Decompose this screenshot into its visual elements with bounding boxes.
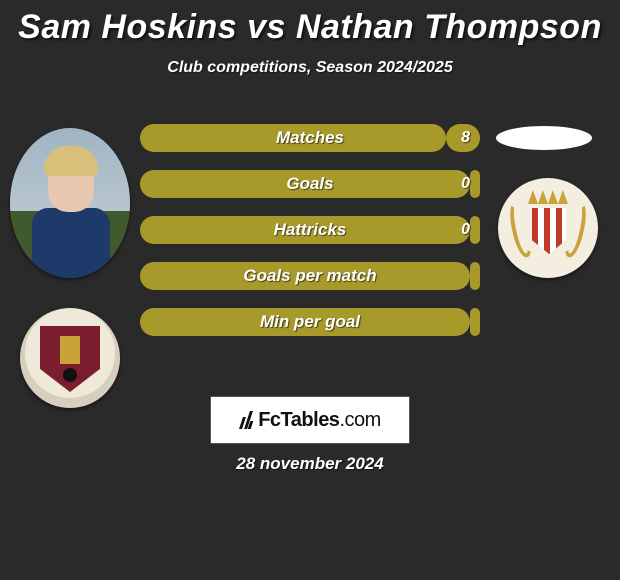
photo-hair bbox=[44, 146, 98, 176]
page-title: Sam Hoskins vs Nathan Thompson bbox=[0, 8, 620, 47]
crest-ball-icon bbox=[63, 368, 77, 382]
photo-shirt bbox=[32, 208, 110, 278]
stat-value-right: 0 bbox=[461, 170, 470, 198]
player2-photo-placeholder bbox=[496, 126, 592, 150]
player1-club-crest bbox=[20, 308, 120, 408]
brand-name: FcTables bbox=[258, 409, 339, 431]
crest-stripes bbox=[532, 208, 566, 254]
crest-tower-icon bbox=[60, 336, 80, 364]
subtitle: Club competitions, Season 2024/2025 bbox=[0, 59, 620, 77]
footer-date: 28 november 2024 bbox=[0, 454, 620, 474]
stat-row: Min per goal bbox=[140, 308, 480, 336]
stat-value-right: 0 bbox=[461, 216, 470, 244]
stat-label: Goals bbox=[140, 170, 480, 198]
stat-value-right: 8 bbox=[461, 124, 470, 152]
comparison-card: Sam Hoskins vs Nathan Thompson Club comp… bbox=[0, 0, 620, 580]
crest-crown-icon bbox=[528, 190, 568, 204]
brand-badge[interactable]: FcTables.com bbox=[210, 396, 410, 444]
brand-text: FcTables.com bbox=[258, 409, 381, 432]
stat-label: Min per goal bbox=[140, 308, 480, 336]
stat-row: Goals per match bbox=[140, 262, 480, 290]
stat-label: Matches bbox=[140, 124, 480, 152]
stat-label: Goals per match bbox=[140, 262, 480, 290]
player1-photo bbox=[10, 128, 130, 278]
stat-row: Matches8 bbox=[140, 124, 480, 152]
player2-name: Nathan Thompson bbox=[296, 8, 602, 46]
stats-panel: Matches8Goals0Hattricks0Goals per matchM… bbox=[140, 124, 480, 354]
brand-tld: .com bbox=[339, 409, 380, 431]
player2-club-crest bbox=[498, 178, 598, 278]
stat-label: Hattricks bbox=[140, 216, 480, 244]
stat-row: Goals0 bbox=[140, 170, 480, 198]
player1-name: Sam Hoskins bbox=[18, 8, 237, 46]
crest-wreath-left-icon bbox=[506, 199, 536, 259]
vs-separator: vs bbox=[247, 8, 286, 46]
stat-row: Hattricks0 bbox=[140, 216, 480, 244]
